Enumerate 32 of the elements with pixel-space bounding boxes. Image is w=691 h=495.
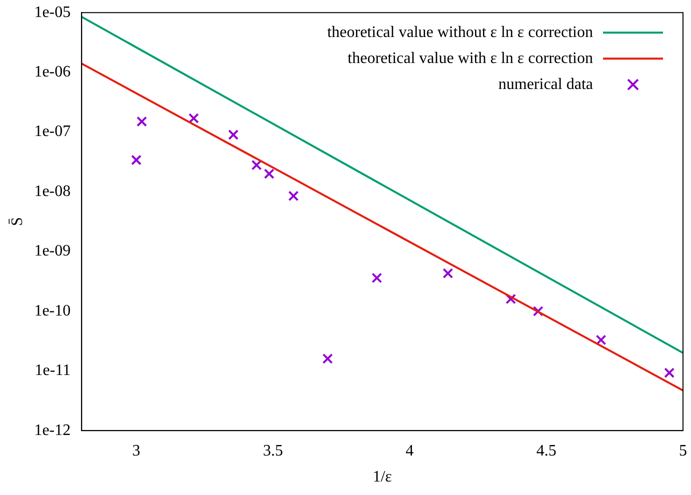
point (372, 272, 382, 284)
y-tick-label: 1e-05 (34, 4, 71, 21)
y-tick-label: 1e-09 (34, 242, 71, 260)
y-tick-label: 1e-06 (34, 64, 71, 81)
y-tick-label: 1e-12 (34, 422, 71, 439)
legend-label: theoretical value with ε ln ε correction (348, 50, 593, 67)
x-tick-label: 5 (679, 442, 687, 460)
y-tick-label: 1e-08 (34, 182, 71, 200)
x-tick-label: 3.5 (262, 442, 283, 460)
point (288, 190, 299, 202)
point (322, 353, 333, 364)
point (506, 294, 516, 304)
point (251, 160, 262, 170)
x-tick-label: 4.5 (536, 442, 556, 460)
point (188, 113, 199, 124)
point (228, 130, 239, 140)
y-tick-label: 1e-11 (34, 362, 71, 380)
point (664, 368, 675, 378)
legend-label: theoretical value without ε ln ε correction (327, 24, 593, 41)
x-tick-label: 4 (406, 442, 414, 460)
y-tick-label: 1e-10 (34, 302, 71, 320)
legend-label: numerical data (498, 76, 593, 93)
point (264, 168, 274, 180)
y-tick-label: 1e-07 (34, 123, 71, 140)
x-tick-label: 3 (132, 442, 140, 460)
point (442, 268, 454, 279)
point (532, 306, 544, 316)
point (131, 154, 142, 166)
x-axis-title: 1/ε (372, 468, 392, 486)
point (596, 334, 606, 346)
point (136, 116, 148, 127)
y-axis-title: S̄ (8, 217, 26, 226)
